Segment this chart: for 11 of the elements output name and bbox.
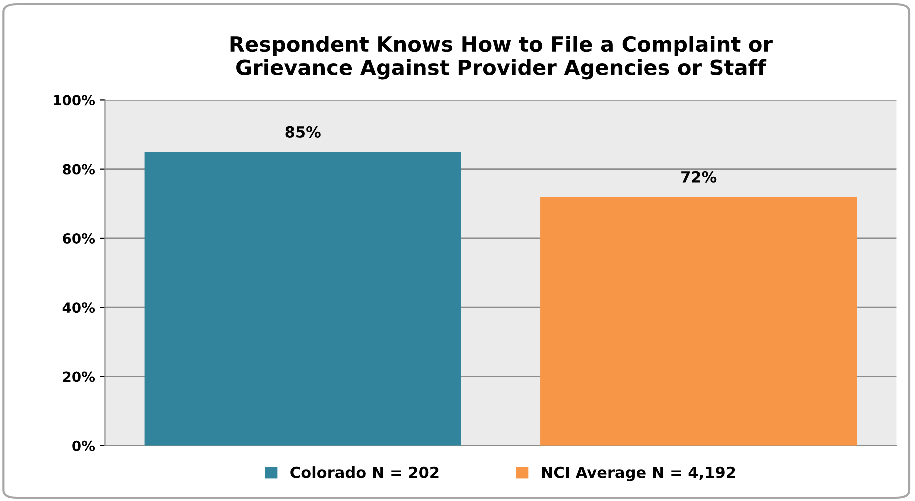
chart-title: Respondent Knows How to File a Complaint or Grievance Against Provider Agencies or Staff	[230, 36, 773, 80]
text: 72%	[682, 171, 717, 183]
y-tick-label: 60%	[63, 233, 96, 244]
text: 85%	[286, 126, 321, 138]
legend-label: Colorado N = 202	[290, 466, 439, 478]
y-tick-label: 40%	[62, 302, 96, 314]
y-tick-label: 20%	[63, 372, 96, 382]
legend-label: NCI Average N = 4,192	[542, 466, 736, 482]
y-tick-label: 0%	[72, 440, 96, 452]
y-tick-label: 80%	[63, 164, 96, 175]
y-tick-label: 100%	[54, 95, 96, 106]
